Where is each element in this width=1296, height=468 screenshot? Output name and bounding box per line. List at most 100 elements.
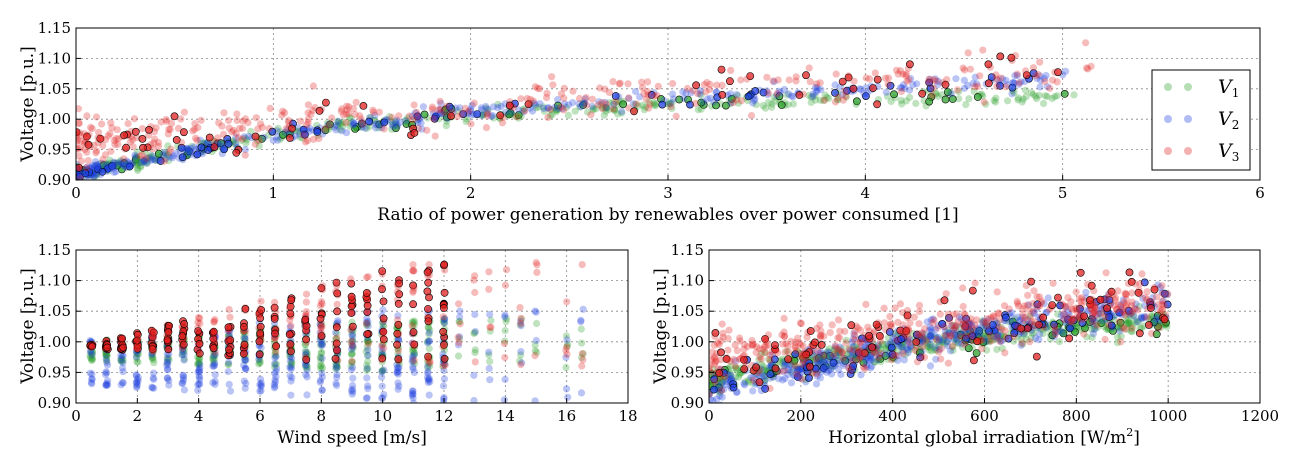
- data-point: [440, 316, 448, 324]
- data-point: [1051, 93, 1059, 101]
- data-point: [114, 135, 122, 143]
- data-point: [961, 323, 969, 331]
- data-point: [317, 332, 326, 340]
- tick-label-x: 8: [317, 407, 327, 425]
- data-point: [363, 296, 371, 304]
- data-point: [979, 319, 987, 327]
- data-point: [217, 139, 225, 147]
- data-point: [1060, 309, 1068, 318]
- data-point: [1091, 307, 1099, 315]
- data-point: [761, 104, 770, 112]
- data-point: [929, 84, 937, 92]
- data-point: [779, 376, 787, 384]
- data-point: [580, 99, 588, 107]
- data-point: [456, 313, 464, 321]
- data-point: [727, 66, 735, 74]
- data-point: [709, 396, 714, 403]
- data-point: [915, 307, 924, 316]
- data-point: [148, 345, 157, 353]
- data-point: [1163, 300, 1172, 309]
- data-point: [563, 350, 571, 358]
- data-point: [1116, 308, 1124, 316]
- data-point: [195, 380, 204, 388]
- data-point: [816, 321, 824, 329]
- data-point: [578, 339, 586, 347]
- data-point: [1035, 320, 1043, 329]
- data-point: [441, 361, 449, 369]
- data-point: [336, 126, 344, 134]
- ticks-irradiation: 0 200 400 600 800 1000 12000.900.951.001.051.1…: [671, 241, 1280, 425]
- tick-label-y: 1.10: [38, 272, 71, 290]
- data-point: [1077, 310, 1085, 318]
- data-point: [1117, 303, 1125, 311]
- data-point: [986, 336, 994, 344]
- data-point: [955, 95, 963, 103]
- data-point: [1076, 295, 1084, 303]
- data-point: [301, 363, 310, 371]
- data-point: [345, 109, 353, 118]
- data-point: [887, 343, 896, 352]
- data-point: [1033, 293, 1041, 301]
- data-point: [855, 348, 864, 356]
- data-point: [338, 127, 346, 135]
- data-point: [133, 343, 141, 351]
- data-point: [779, 367, 787, 375]
- data-point: [760, 366, 768, 374]
- data-point: [439, 362, 448, 370]
- data-point: [531, 307, 539, 315]
- data-point: [600, 111, 608, 119]
- data-point: [992, 75, 1001, 83]
- data-point: [927, 331, 935, 340]
- data-point: [302, 335, 310, 344]
- data-point: [178, 351, 186, 359]
- data-point: [814, 347, 822, 355]
- data-point: [470, 329, 478, 337]
- data-point: [740, 351, 748, 359]
- data-point: [848, 357, 857, 365]
- data-point: [577, 318, 585, 326]
- data-point: [897, 84, 905, 92]
- legend: V1 V2 V3: [1151, 69, 1251, 171]
- data-point: [245, 132, 253, 140]
- data-point: [993, 333, 1001, 341]
- data-point: [333, 363, 341, 371]
- data-point: [132, 354, 141, 362]
- data-point: [918, 332, 926, 340]
- data-point: [813, 372, 821, 380]
- data-point: [549, 81, 557, 89]
- data-point: [856, 345, 864, 353]
- data-point: [209, 359, 217, 368]
- legend-sub-v3: 3: [1232, 150, 1240, 164]
- data-point: [534, 84, 542, 92]
- data-point: [209, 327, 218, 336]
- data-point: [710, 341, 718, 349]
- data-point: [829, 362, 837, 370]
- data-point: [380, 125, 388, 133]
- data-point: [180, 386, 188, 394]
- data-point: [795, 91, 804, 99]
- data-point: [714, 386, 722, 394]
- data-point: [363, 337, 371, 345]
- data-point: [219, 130, 228, 138]
- data-point: [286, 372, 294, 380]
- data-point: [1111, 294, 1120, 302]
- data-point: [814, 358, 822, 366]
- data-point: [998, 325, 1006, 333]
- data-point: [1009, 79, 1018, 87]
- data-point: [856, 353, 864, 361]
- data-point: [903, 314, 911, 322]
- data-point: [531, 101, 539, 109]
- data-point: [993, 82, 1001, 90]
- data-point: [228, 128, 236, 136]
- data-point: [941, 331, 950, 340]
- data-point: [842, 339, 850, 347]
- data-point: [394, 385, 402, 393]
- data-point: [993, 288, 1001, 296]
- data-point: [518, 359, 526, 367]
- data-point: [365, 117, 373, 126]
- data-point: [1088, 311, 1097, 319]
- data-point: [193, 136, 201, 144]
- data-point: [270, 384, 278, 392]
- data-point: [348, 358, 356, 366]
- data-point: [273, 133, 281, 141]
